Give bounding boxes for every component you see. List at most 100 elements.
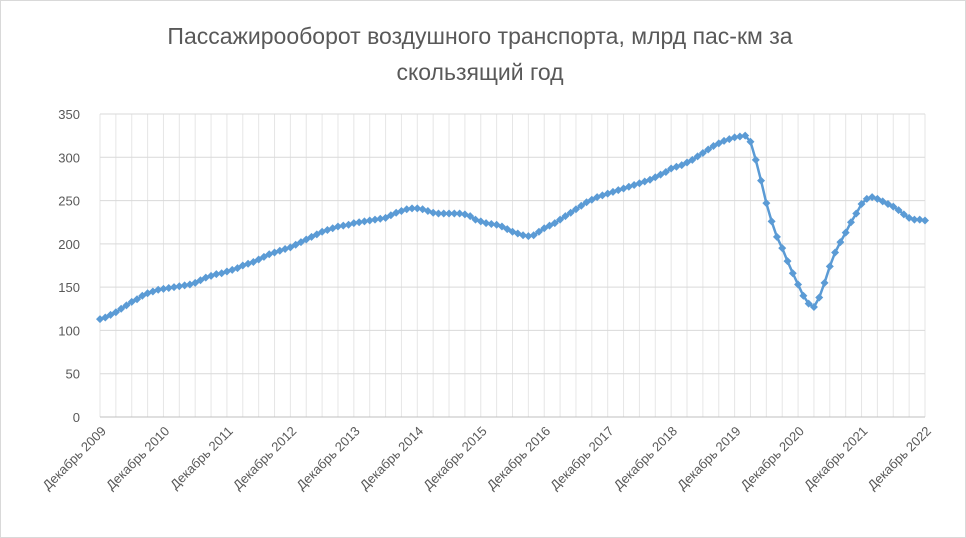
x-tick-label: Декабрь 2017 <box>547 423 616 492</box>
data-point <box>550 219 559 228</box>
data-point <box>402 205 411 214</box>
data-point <box>809 303 818 312</box>
data-point <box>534 227 543 236</box>
data-point <box>751 155 760 164</box>
data-point <box>339 221 348 230</box>
data-point <box>841 228 850 237</box>
data-point <box>259 252 268 261</box>
y-tick-label: 350 <box>58 107 80 122</box>
x-tick-label: Декабрь 2018 <box>611 423 680 492</box>
data-point <box>561 212 570 221</box>
data-point <box>111 308 120 317</box>
y-tick-label: 250 <box>58 194 80 209</box>
data-point <box>846 218 855 227</box>
y-tick-label: 200 <box>58 237 80 252</box>
data-point <box>466 212 475 221</box>
data-point <box>794 280 803 289</box>
data-point <box>799 291 808 300</box>
data-point <box>693 152 702 161</box>
data-point <box>836 238 845 247</box>
x-tick-label: Декабрь 2014 <box>357 423 426 492</box>
data-point <box>487 219 496 228</box>
data-point <box>688 155 697 164</box>
data-point <box>445 209 454 218</box>
data-point <box>371 215 379 224</box>
data-point <box>778 244 787 253</box>
data-point <box>698 148 707 157</box>
data-point <box>519 231 528 240</box>
y-tick-label: 300 <box>58 150 80 165</box>
data-point <box>429 208 438 217</box>
data-point <box>921 216 929 225</box>
data-point <box>762 199 771 208</box>
x-tick-label: Декабрь 2009 <box>39 423 108 492</box>
data-point <box>772 232 781 241</box>
data-point <box>355 218 364 227</box>
x-tick-label: Декабрь 2021 <box>801 423 870 492</box>
data-point <box>450 209 459 218</box>
data-point <box>556 215 565 224</box>
data-point <box>434 209 443 218</box>
chart-title: Пассажирооборот воздушного транспорта, м… <box>167 23 793 85</box>
data-point <box>915 215 924 224</box>
data-point <box>164 284 173 293</box>
x-tick-label: Декабрь 2013 <box>293 423 362 492</box>
data-point <box>376 214 385 223</box>
data-point <box>825 262 834 271</box>
data-point <box>154 285 163 294</box>
data-point <box>730 133 739 142</box>
data-point <box>524 232 533 241</box>
data-point <box>333 222 342 231</box>
x-tick-label: Декабрь 2020 <box>738 423 807 492</box>
data-point <box>117 304 126 313</box>
data-point <box>899 210 908 219</box>
data-point <box>482 219 491 228</box>
x-tick-label: Декабрь 2019 <box>674 423 743 492</box>
data-point <box>159 284 168 293</box>
x-tick-label: Декабрь 2010 <box>103 423 172 492</box>
data-point <box>349 219 358 228</box>
data-point <box>757 176 766 185</box>
data-point <box>529 231 538 240</box>
data-point <box>212 270 221 279</box>
x-tick-label: Декабрь 2012 <box>230 423 299 492</box>
data-point <box>661 168 670 177</box>
data-point <box>577 201 586 210</box>
x-tick-label: Декабрь 2016 <box>484 423 553 492</box>
data-point <box>360 217 369 226</box>
data-point <box>831 248 840 257</box>
data-point <box>439 209 448 218</box>
data-point <box>815 293 824 302</box>
data-point <box>820 278 829 287</box>
data-point <box>788 269 797 278</box>
data-point <box>566 208 575 217</box>
data-point <box>170 283 179 292</box>
data-point <box>122 301 131 310</box>
data-point <box>413 204 422 213</box>
data-point <box>746 137 755 146</box>
data-point <box>804 299 813 308</box>
data-point <box>741 131 750 140</box>
x-tick-label: Декабрь 2011 <box>167 423 236 492</box>
data-point <box>857 200 866 209</box>
y-tick-label: 50 <box>66 367 80 382</box>
x-tick-label: Декабрь 2015 <box>420 423 489 492</box>
y-tick-label: 150 <box>58 280 80 295</box>
data-point <box>910 215 919 224</box>
data-point <box>365 216 374 225</box>
x-tick-label: Декабрь 2022 <box>864 423 933 492</box>
data-point <box>889 202 898 211</box>
data-point <box>455 209 464 218</box>
data-point <box>133 295 142 304</box>
data-point <box>175 282 184 291</box>
data-point <box>894 206 903 215</box>
y-tick-label: 0 <box>73 410 80 425</box>
data-point <box>852 209 861 218</box>
data-point <box>767 217 776 226</box>
data-point <box>783 257 792 266</box>
data-point <box>180 281 189 290</box>
data-point <box>704 145 713 154</box>
data-point <box>571 205 580 214</box>
